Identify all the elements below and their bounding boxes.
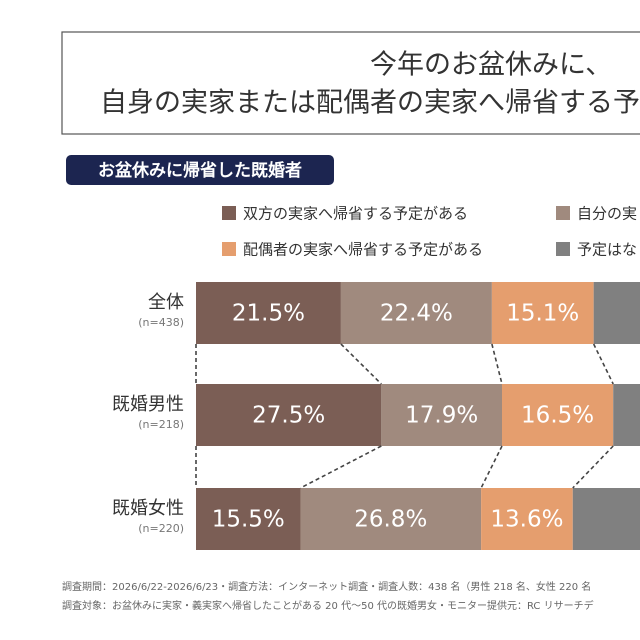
footnote: 調査期間：2026/6/22-2026/6/23・調査方法：インターネット調査・… bbox=[62, 580, 591, 593]
connector bbox=[300, 445, 382, 489]
category-label: 既婚男性 bbox=[112, 394, 184, 415]
legend-label: 自分の実 bbox=[577, 205, 637, 223]
value-label: 16.5% bbox=[521, 403, 594, 429]
bar-segment bbox=[340, 282, 492, 344]
category-note: (n=220) bbox=[138, 522, 184, 535]
value-label: 13.6% bbox=[490, 507, 563, 533]
category-label: 全体 bbox=[148, 292, 184, 313]
value-label: 26.8% bbox=[354, 507, 427, 533]
title-line: 自身の実家または配偶者の実家へ帰省する予 bbox=[100, 88, 640, 119]
footnote: 調査対象：お盆休みに実家・義実家へ帰省したことがある 20 代〜50 代の既婚男… bbox=[62, 599, 594, 612]
value-label: 22.4% bbox=[380, 301, 453, 327]
bar-segment bbox=[196, 488, 301, 550]
value-label: 17.9% bbox=[405, 403, 478, 429]
category-note: (n=438) bbox=[138, 316, 184, 329]
bar-segment bbox=[491, 282, 594, 344]
legend-swatch bbox=[222, 206, 236, 220]
connector bbox=[480, 445, 503, 489]
subtitle: お盆休みに帰省した既婚者 bbox=[98, 160, 302, 181]
category-label: 既婚女性 bbox=[112, 498, 184, 519]
legend-label: 双方の実家へ帰省する予定がある bbox=[243, 205, 468, 223]
value-label: 15.1% bbox=[506, 301, 579, 327]
bar-segment bbox=[196, 282, 341, 344]
bar-segment bbox=[381, 384, 502, 446]
value-label: 21.5% bbox=[232, 301, 305, 327]
connector bbox=[592, 343, 614, 385]
bar-segment bbox=[300, 488, 482, 550]
bar-segment bbox=[593, 282, 640, 344]
connector bbox=[340, 343, 382, 385]
bar-segment bbox=[613, 384, 640, 446]
title-line: 今年のお盆休みに、 bbox=[370, 50, 612, 81]
legend-label: 予定はな bbox=[577, 241, 637, 259]
legend-swatch bbox=[222, 242, 236, 256]
connector bbox=[572, 445, 614, 489]
bar-segment bbox=[501, 384, 614, 446]
connector bbox=[491, 343, 503, 385]
title-box bbox=[61, 31, 640, 135]
value-label: 27.5% bbox=[252, 403, 325, 429]
bar-segment bbox=[481, 488, 573, 550]
subtitle-badge bbox=[66, 155, 334, 185]
legend-label: 配偶者の実家へ帰省する予定がある bbox=[243, 241, 483, 259]
legend-swatch bbox=[556, 242, 570, 256]
bar-segment bbox=[572, 488, 640, 550]
legend-swatch bbox=[556, 206, 570, 220]
value-label: 15.5% bbox=[212, 507, 285, 533]
bar-segment bbox=[196, 384, 382, 446]
category-note: (n=218) bbox=[138, 418, 184, 431]
